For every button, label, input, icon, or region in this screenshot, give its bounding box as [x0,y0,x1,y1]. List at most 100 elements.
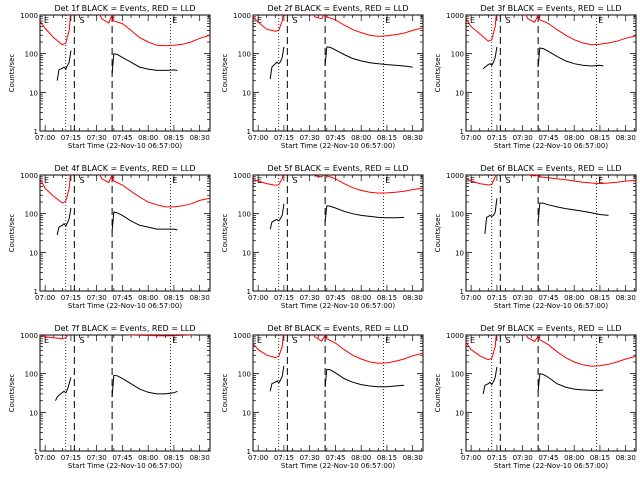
e-label: E [598,336,603,345]
x-tick-label: 08:15 [590,454,610,462]
s-label: S [505,336,510,345]
x-tick-label: 08:00 [138,134,158,142]
events-series-line [324,205,405,223]
e-label: E [470,176,475,185]
e-label: E [257,16,262,25]
x-tick-label: 08:30 [616,294,636,302]
events-series-line [484,198,498,234]
x-tick-label: 08:30 [190,134,210,142]
detector-chart-5: Det 5f BLACK = Events, RED = LLD 1 10 100 10… [221,164,424,310]
y-tick-label: 10 [455,409,464,417]
y-tick-label: 10 [455,89,464,97]
x-tick-label: 08:00 [351,454,371,462]
chart-title: Det 2f BLACK = Events, RED = LLD [267,4,408,13]
y-tick-label: 1000 [20,12,38,20]
y-tick-label: 1000 [233,12,251,20]
s-label: S [79,176,84,185]
x-tick-label: 08:15 [164,454,184,462]
events-series-line [111,53,178,74]
plot-frame [39,174,211,292]
chart-title: Det 1f BLACK = Events, RED = LLD [54,4,195,13]
y-tick-label: 100 [238,371,251,379]
x-tick-label: 07:30 [87,454,107,462]
x-tick-label: 07:30 [300,294,320,302]
x-tick-label: 08:00 [564,454,584,462]
e-label: E [385,16,390,25]
events-series-line [55,377,72,401]
x-tick-label: 08:30 [616,454,636,462]
y-axis-title: Counts/sec [434,374,442,413]
chart-title: Det 9f BLACK = Events, RED = LLD [480,324,621,333]
x-tick-label: 08:00 [351,134,371,142]
x-tick-label: 08:15 [164,134,184,142]
e-label: E [598,16,603,25]
events-series-line [269,365,285,392]
x-tick-label: 08:30 [403,454,423,462]
lld-series-line [466,15,636,46]
y-axis-title: Counts/sec [221,374,229,413]
y-axis-title: Counts/sec [8,54,16,93]
x-tick-label: 07:15 [61,134,81,142]
plot-frame [465,174,637,292]
events-series-line [537,47,604,68]
x-tick-label: 07:45 [112,454,132,462]
x-tick-label: 08:30 [616,134,636,142]
x-tick-label: 08:00 [564,294,584,302]
detector-chart-7: Det 7f BLACK = Events, RED = LLD 1 10 100 10… [8,324,211,470]
events-series-line [269,203,285,230]
x-tick-label: 08:15 [377,134,397,142]
x-axis-title: Start Time (22-Nov-10 06:57:00) [281,462,395,470]
y-tick-label: 100 [451,51,464,59]
x-tick-label: 08:00 [564,134,584,142]
y-tick-label: 10 [29,249,38,257]
e-label: E [385,176,390,185]
y-tick-label: 100 [238,51,251,59]
s-label: S [79,336,84,345]
e-label: E [257,336,262,345]
detector-chart-4: Det 4f BLACK = Events, RED = LLD 1 10 100 10… [8,164,211,310]
e-label: E [44,176,49,185]
plot-frame [39,334,211,452]
detector-chart-2: Det 2f BLACK = Events, RED = LLD 1 10 100 10… [221,4,424,150]
x-tick-label: 07:00 [35,134,55,142]
y-tick-label: 1000 [20,172,38,180]
x-tick-label: 07:00 [461,134,481,142]
lld-series-line [466,335,636,367]
x-tick-label: 07:30 [87,134,107,142]
detector-chart-1: Det 1f BLACK = Events, RED = LLD 1 10 100 10… [8,4,211,150]
x-tick-label: 08:15 [377,294,397,302]
y-tick-label: 10 [242,409,251,417]
y-tick-label: 100 [25,371,38,379]
e-label: E [470,16,475,25]
y-tick-label: 1 [247,448,251,456]
x-tick-label: 08:15 [164,294,184,302]
x-axis-title: Start Time (22-Nov-10 06:57:00) [281,142,395,150]
detector-chart-6: Det 6f BLACK = Events, RED = LLD 1 10 100 10… [434,164,637,310]
x-tick-label: 07:30 [300,454,320,462]
x-tick-label: 07:30 [513,134,533,142]
x-tick-label: 07:15 [274,294,294,302]
x-tick-label: 07:30 [300,134,320,142]
x-tick-label: 08:15 [377,454,397,462]
x-tick-label: 07:45 [325,294,345,302]
plot-frame [252,334,424,452]
x-tick-label: 07:45 [112,294,132,302]
x-tick-label: 07:00 [35,454,55,462]
x-tick-label: 08:00 [351,294,371,302]
lld-series-line [253,335,423,364]
s-label: S [505,176,510,185]
y-tick-label: 10 [29,89,38,97]
x-tick-label: 07:45 [538,134,558,142]
y-axis-title: Counts/sec [8,374,16,413]
x-tick-label: 07:00 [248,454,268,462]
plot-frame [465,334,637,452]
x-tick-label: 07:15 [487,134,507,142]
y-tick-label: 100 [25,211,38,219]
y-tick-label: 10 [242,89,251,97]
y-tick-label: 10 [455,249,464,257]
x-axis-title: Start Time (22-Nov-10 06:57:00) [68,142,182,150]
chart-title: Det 4f BLACK = Events, RED = LLD [54,164,195,173]
lld-series-line [466,175,636,186]
detector-chart-8: Det 8f BLACK = Events, RED = LLD 1 10 100 10… [221,324,424,470]
x-axis-title: Start Time (22-Nov-10 06:57:00) [68,302,182,310]
